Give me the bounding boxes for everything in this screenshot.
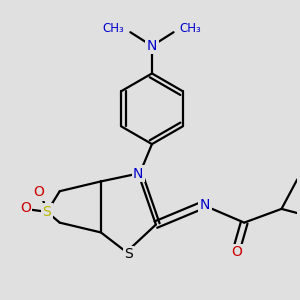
Text: O: O: [20, 201, 31, 215]
Text: S: S: [124, 247, 133, 261]
Text: N: N: [200, 198, 210, 212]
Text: N: N: [133, 167, 143, 181]
Text: O: O: [34, 185, 44, 199]
Text: O: O: [231, 245, 242, 259]
Text: CH₃: CH₃: [179, 22, 201, 35]
Text: N: N: [147, 39, 157, 53]
Text: CH₃: CH₃: [103, 22, 124, 35]
Text: S: S: [43, 205, 51, 219]
